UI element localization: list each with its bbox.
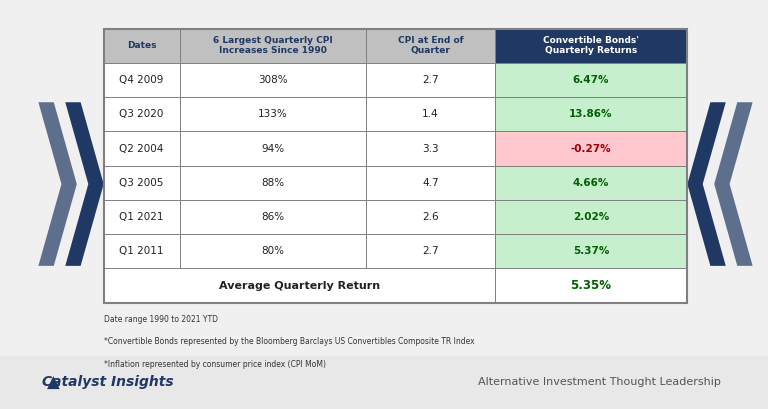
FancyBboxPatch shape [0, 356, 768, 409]
Text: Average Quarterly Return: Average Quarterly Return [219, 281, 379, 290]
Text: 2.6: 2.6 [422, 212, 439, 222]
FancyBboxPatch shape [366, 200, 495, 234]
Text: 133%: 133% [258, 109, 288, 119]
FancyBboxPatch shape [104, 200, 180, 234]
Text: 13.86%: 13.86% [569, 109, 613, 119]
FancyBboxPatch shape [495, 63, 687, 97]
FancyBboxPatch shape [104, 97, 180, 131]
FancyBboxPatch shape [495, 234, 687, 268]
Text: -0.27%: -0.27% [571, 144, 611, 153]
FancyBboxPatch shape [495, 268, 687, 303]
Text: Convertible Bonds'
Quarterly Returns: Convertible Bonds' Quarterly Returns [543, 36, 639, 56]
Text: 2.7: 2.7 [422, 246, 439, 256]
FancyBboxPatch shape [366, 97, 495, 131]
Text: Q4 2009: Q4 2009 [120, 75, 164, 85]
Text: Dates: Dates [127, 41, 157, 50]
FancyBboxPatch shape [104, 63, 180, 97]
Text: 5.35%: 5.35% [571, 279, 611, 292]
Text: Catalyst Insights: Catalyst Insights [41, 375, 174, 389]
FancyBboxPatch shape [495, 29, 687, 63]
Text: CPI at End of
Quarter: CPI at End of Quarter [398, 36, 463, 56]
Polygon shape [714, 102, 753, 266]
FancyBboxPatch shape [495, 97, 687, 131]
Polygon shape [38, 102, 77, 266]
Text: 2.7: 2.7 [422, 75, 439, 85]
Text: Q1 2011: Q1 2011 [119, 246, 164, 256]
Text: 4.66%: 4.66% [573, 178, 609, 188]
FancyBboxPatch shape [495, 200, 687, 234]
Text: 6.47%: 6.47% [573, 75, 609, 85]
Text: *Convertible Bonds represented by the Bloomberg Barclays US Convertibles Composi: *Convertible Bonds represented by the Bl… [104, 337, 475, 346]
Text: 5.37%: 5.37% [573, 246, 609, 256]
FancyBboxPatch shape [180, 166, 366, 200]
FancyBboxPatch shape [366, 166, 495, 200]
Text: Q3 2020: Q3 2020 [120, 109, 164, 119]
FancyBboxPatch shape [104, 234, 180, 268]
FancyBboxPatch shape [366, 234, 495, 268]
FancyBboxPatch shape [180, 29, 366, 63]
Polygon shape [687, 102, 726, 266]
Text: ▲: ▲ [48, 373, 60, 391]
FancyBboxPatch shape [366, 63, 495, 97]
FancyBboxPatch shape [495, 166, 687, 200]
Text: 94%: 94% [261, 144, 284, 153]
Text: Alternative Investment Thought Leadership: Alternative Investment Thought Leadershi… [478, 378, 720, 387]
Text: Q2 2004: Q2 2004 [120, 144, 164, 153]
FancyBboxPatch shape [104, 29, 180, 63]
FancyBboxPatch shape [180, 131, 366, 166]
Text: 80%: 80% [261, 246, 284, 256]
Polygon shape [65, 102, 104, 266]
FancyBboxPatch shape [104, 131, 180, 166]
FancyBboxPatch shape [366, 131, 495, 166]
Text: 1.4: 1.4 [422, 109, 439, 119]
Text: 88%: 88% [261, 178, 284, 188]
Text: Date range 1990 to 2021 YTD: Date range 1990 to 2021 YTD [104, 315, 217, 324]
FancyBboxPatch shape [180, 97, 366, 131]
Text: *Inflation represented by consumer price index (CPI MoM): *Inflation represented by consumer price… [104, 360, 326, 369]
FancyBboxPatch shape [180, 234, 366, 268]
FancyBboxPatch shape [366, 29, 495, 63]
Text: 86%: 86% [261, 212, 284, 222]
Text: 3.3: 3.3 [422, 144, 439, 153]
FancyBboxPatch shape [180, 63, 366, 97]
Text: 6 Largest Quarterly CPI
Increases Since 1990: 6 Largest Quarterly CPI Increases Since … [213, 36, 333, 56]
Text: Q1 2021: Q1 2021 [119, 212, 164, 222]
FancyBboxPatch shape [104, 166, 180, 200]
FancyBboxPatch shape [180, 200, 366, 234]
FancyBboxPatch shape [495, 131, 687, 166]
Text: Q3 2005: Q3 2005 [120, 178, 164, 188]
Text: 308%: 308% [258, 75, 288, 85]
Text: 4.7: 4.7 [422, 178, 439, 188]
FancyBboxPatch shape [104, 268, 495, 303]
Text: 2.02%: 2.02% [573, 212, 609, 222]
